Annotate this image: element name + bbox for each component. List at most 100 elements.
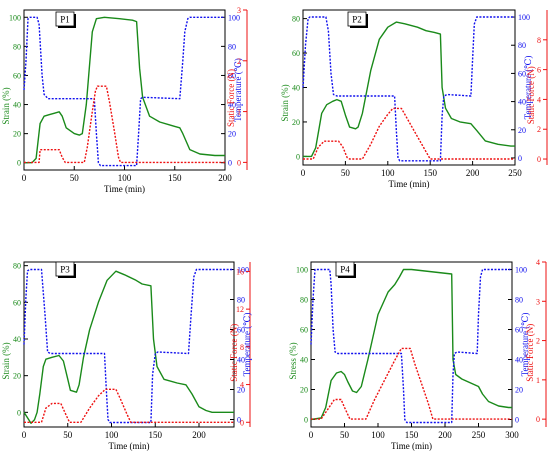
force-tick-label: 4 (240, 381, 244, 390)
temp-tick-label: 40 (515, 356, 523, 365)
force-tick-label: 1 (536, 376, 540, 385)
force-tick-label: 0 (240, 418, 244, 427)
plot-frame (23, 261, 235, 428)
force-tick-label: 12 (236, 305, 244, 314)
force-tick-label: 8 (537, 36, 541, 45)
temp-tick-label: 20 (515, 386, 523, 395)
temp-tick-label: 60 (237, 326, 245, 335)
temp-tick-label: 40 (518, 98, 526, 107)
temp-tick-label: 80 (237, 296, 245, 305)
left-tick-label: 80 (300, 296, 308, 305)
x-tick-label: 200 (466, 168, 480, 178)
temp-tick-label: 20 (518, 126, 526, 135)
left-axis-label: Strain (%) (280, 84, 290, 121)
force-tick-label: 6 (537, 66, 541, 75)
force-tick-label: 16 (236, 267, 244, 276)
strain-series-line (24, 16, 225, 164)
panel-label-box (335, 261, 355, 277)
panel-label: P1 (55, 11, 76, 28)
left-tick-label: 20 (300, 386, 308, 395)
panel-label-box (55, 11, 75, 27)
temp-tick-label: 80 (518, 41, 526, 50)
x-tick-label: 0 (309, 430, 314, 440)
left-axis-label: Strain (%) (1, 342, 11, 379)
strain-series-line (310, 268, 512, 421)
x-tick-label: 200 (438, 430, 452, 440)
plot-frame (310, 261, 513, 428)
temperature-series-line (23, 268, 234, 424)
left-tick-label: 20 (292, 118, 300, 127)
left-tick-label: 60 (292, 49, 300, 58)
left-tick-label: 40 (292, 84, 300, 93)
temp-tick-label: 0 (237, 416, 241, 425)
x-tick-label: 0 (301, 168, 306, 178)
temp-tick-label: 0 (228, 159, 232, 168)
x-axis-label: Time (min) (391, 441, 432, 451)
temp-tick-label: 0 (515, 416, 519, 425)
temp-tick-label: 60 (228, 71, 236, 80)
left-tick-label: 0 (304, 416, 308, 425)
force-series-line (24, 85, 225, 164)
left-tick-label: 0 (17, 159, 21, 168)
force-axis-label: Static Force (N) (525, 324, 535, 382)
force-series-line (311, 347, 512, 420)
temp-axis-label: Temperature (℃) (523, 56, 533, 120)
force-tick-label: 0 (536, 415, 540, 424)
x-tick-label: 250 (508, 168, 522, 178)
x-tick-label: 50 (70, 173, 80, 183)
force-tick-label: 8 (240, 343, 244, 352)
temp-tick-label: 40 (228, 101, 236, 110)
strain-series-line (23, 270, 234, 424)
force-tick-label: 3 (536, 297, 540, 306)
temp-tick-label: 100 (237, 266, 249, 275)
left-tick-label: 100 (9, 13, 21, 22)
panel-label-text: P4 (340, 265, 350, 275)
panel-label-text: P1 (60, 15, 70, 25)
temp-axis-label: Temperature (℃) (233, 58, 243, 122)
left-tick-label: 40 (13, 101, 21, 110)
x-tick-label: 0 (22, 430, 27, 440)
force-axis-label: Static Force (N) (229, 324, 239, 382)
temp-tick-label: 20 (228, 130, 236, 139)
x-tick-label: 300 (505, 430, 519, 440)
left-tick-label: 20 (13, 130, 21, 139)
force-tick-label: 1 (237, 108, 241, 117)
x-axis-label: Time (min) (389, 179, 430, 189)
temp-tick-label: 80 (228, 42, 236, 51)
left-tick-label: 40 (13, 335, 21, 344)
force-tick-label: 4 (537, 95, 541, 104)
x-axis-label: Time (min) (109, 441, 150, 451)
x-tick-label: 200 (218, 173, 232, 183)
x-tick-label: 150 (149, 430, 163, 440)
force-tick-label: 4 (536, 258, 540, 267)
x-tick-label: 0 (22, 173, 27, 183)
force-series-line (303, 107, 515, 160)
panel-label: P4 (335, 261, 356, 278)
panel-label-box (347, 11, 367, 27)
force-series-line (24, 388, 234, 423)
left-axis-label: Stress (%) (288, 342, 298, 379)
force-tick-label: 3 (237, 6, 241, 15)
temp-tick-label: 0 (518, 154, 522, 163)
x-tick-label: 250 (472, 430, 486, 440)
x-tick-label: 150 (405, 430, 419, 440)
force-axis-label: Static Force (N) (526, 66, 536, 124)
x-tick-label: 100 (118, 173, 132, 183)
x-tick-label: 50 (341, 168, 351, 178)
x-tick-label: 50 (340, 430, 350, 440)
left-tick-label: 0 (296, 152, 300, 161)
temperature-series-line (302, 16, 515, 162)
x-tick-label: 100 (105, 430, 119, 440)
left-tick-label: 100 (296, 266, 308, 275)
x-axis-label: Time (min) (104, 184, 145, 194)
temp-tick-label: 40 (237, 356, 245, 365)
left-tick-label: 80 (13, 262, 21, 271)
x-tick-label: 200 (192, 430, 206, 440)
temp-tick-label: 100 (228, 13, 240, 22)
left-tick-label: 60 (13, 298, 21, 307)
